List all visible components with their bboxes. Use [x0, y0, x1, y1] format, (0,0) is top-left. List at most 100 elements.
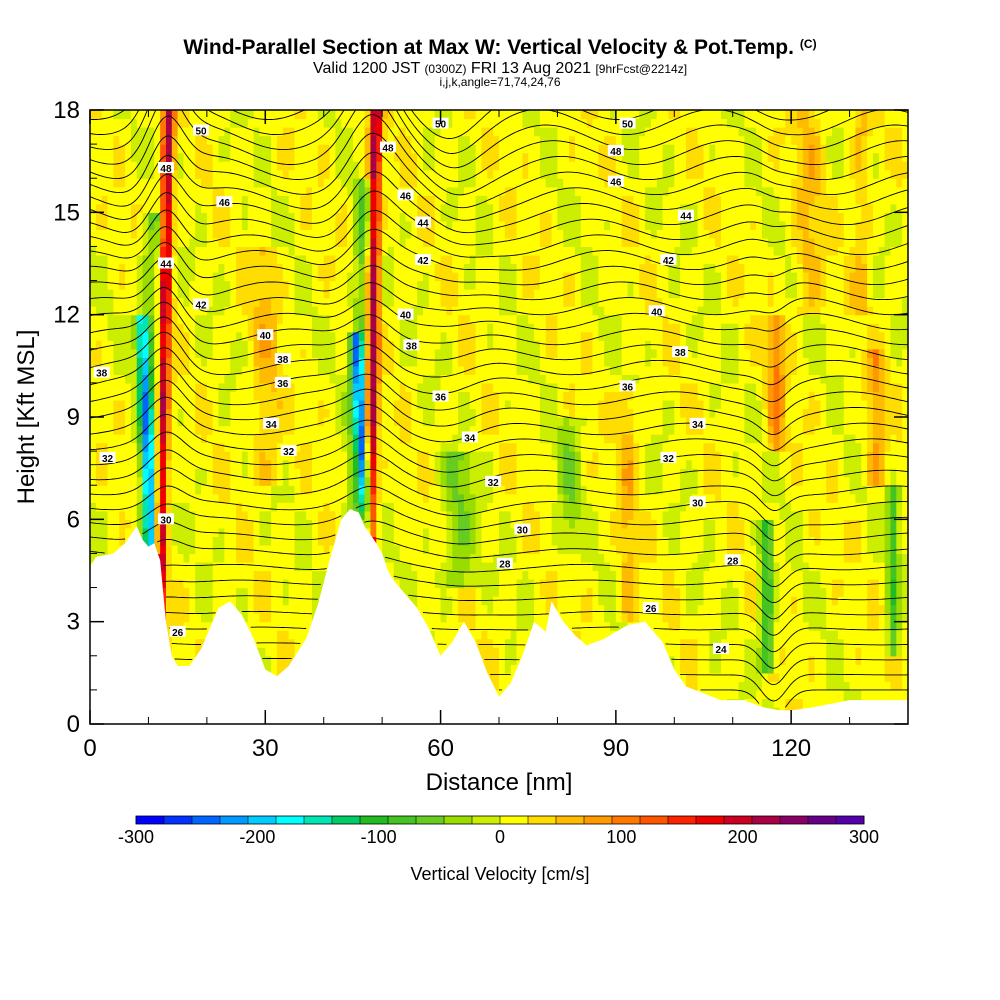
velocity-cell: [399, 527, 407, 537]
velocity-cell: [154, 152, 161, 162]
velocity-cell: [90, 331, 97, 341]
velocity-cell: [142, 289, 150, 299]
velocity-cell: [352, 289, 360, 299]
velocity-cell: [306, 348, 313, 358]
velocity-cell: [230, 237, 237, 248]
velocity-cell: [341, 203, 348, 213]
velocity-cell: [253, 169, 261, 179]
velocity-cell: [212, 365, 220, 375]
velocity-cell: [125, 510, 132, 520]
velocity-cell: [417, 451, 424, 461]
velocity-cell: [317, 314, 325, 324]
velocity-cell: [463, 570, 471, 580]
velocity-cell: [323, 357, 331, 367]
velocity-cell: [224, 254, 231, 265]
velocity-cell: [148, 280, 155, 290]
velocity-cell: [265, 229, 272, 239]
velocity-cell: [212, 561, 220, 572]
velocity-cell: [376, 289, 383, 299]
velocity-cell: [405, 519, 412, 529]
velocity-cell: [417, 468, 424, 478]
velocity-cell: [341, 144, 348, 154]
velocity-cell: [177, 289, 185, 299]
velocity-cell: [352, 144, 360, 154]
velocity-cell: [189, 570, 196, 580]
velocity-cell: [370, 203, 377, 213]
velocity-cell: [224, 272, 231, 282]
velocity-cell: [417, 519, 424, 529]
velocity-cell: [247, 348, 255, 358]
velocity-cell: [107, 340, 114, 350]
velocity-cell: [463, 178, 471, 188]
velocity-cell: [107, 510, 114, 520]
velocity-cell: [417, 229, 424, 239]
velocity-cell: [434, 561, 442, 572]
velocity-cell: [189, 613, 196, 623]
velocity-cell: [90, 468, 97, 478]
velocity-cell: [370, 331, 377, 341]
velocity-cell: [341, 306, 348, 316]
velocity-cell: [423, 382, 430, 393]
velocity-cell: [458, 613, 465, 623]
velocity-cell: [405, 144, 412, 154]
velocity-cell: [458, 621, 465, 631]
velocity-cell: [90, 297, 97, 307]
velocity-cell: [399, 417, 407, 427]
velocity-cell: [294, 161, 301, 171]
velocity-cell: [259, 152, 266, 162]
velocity-cell: [387, 135, 395, 145]
velocity-cell: [294, 553, 301, 563]
velocity-cell: [107, 127, 114, 137]
velocity-cell: [165, 502, 173, 512]
velocity-cell: [107, 468, 114, 478]
velocity-cell: [364, 348, 372, 358]
velocity-cell: [358, 442, 366, 452]
velocity-cell: [130, 246, 138, 256]
velocity-cell: [294, 374, 301, 384]
velocity-cell: [160, 527, 167, 537]
velocity-cell: [347, 382, 354, 393]
velocity-cell: [130, 323, 138, 333]
velocity-cell: [317, 519, 325, 529]
velocity-cell: [95, 527, 103, 537]
velocity-cell: [440, 289, 448, 299]
velocity-cell: [224, 510, 231, 520]
velocity-cell: [358, 476, 366, 486]
velocity-cell: [370, 246, 377, 256]
velocity-cell: [160, 323, 167, 333]
velocity-cell: [300, 297, 307, 307]
velocity-cell: [218, 263, 225, 273]
velocity-cell: [358, 306, 366, 316]
velocity-cell: [423, 613, 430, 623]
velocity-cell: [347, 493, 354, 503]
velocity-cell: [271, 348, 278, 358]
velocity-cell: [236, 468, 243, 478]
velocity-cell: [364, 263, 372, 273]
velocity-cell: [230, 519, 237, 529]
velocity-cell: [487, 399, 494, 410]
velocity-cell: [236, 203, 243, 213]
velocity-cell: [107, 485, 114, 495]
velocity-cell: [335, 485, 342, 495]
velocity-cell: [393, 306, 401, 316]
velocity-cell: [212, 314, 220, 324]
velocity-cell: [195, 485, 202, 495]
velocity-cell: [218, 399, 225, 410]
velocity-cell: [142, 340, 150, 350]
velocity-cell: [469, 203, 477, 213]
velocity-cell: [347, 476, 354, 486]
velocity-cell: [405, 272, 412, 282]
velocity-cell: [387, 434, 395, 444]
velocity-cell: [265, 340, 272, 350]
velocity-cell: [142, 323, 150, 333]
velocity-cell: [201, 348, 208, 358]
velocity-cell: [399, 476, 407, 486]
velocity-cell: [236, 425, 243, 435]
velocity-cell: [329, 485, 336, 495]
velocity-cell: [189, 587, 196, 597]
velocity-cell: [335, 519, 342, 529]
velocity-cell: [376, 391, 383, 401]
velocity-cell: [452, 434, 459, 444]
velocity-cell: [294, 630, 301, 640]
